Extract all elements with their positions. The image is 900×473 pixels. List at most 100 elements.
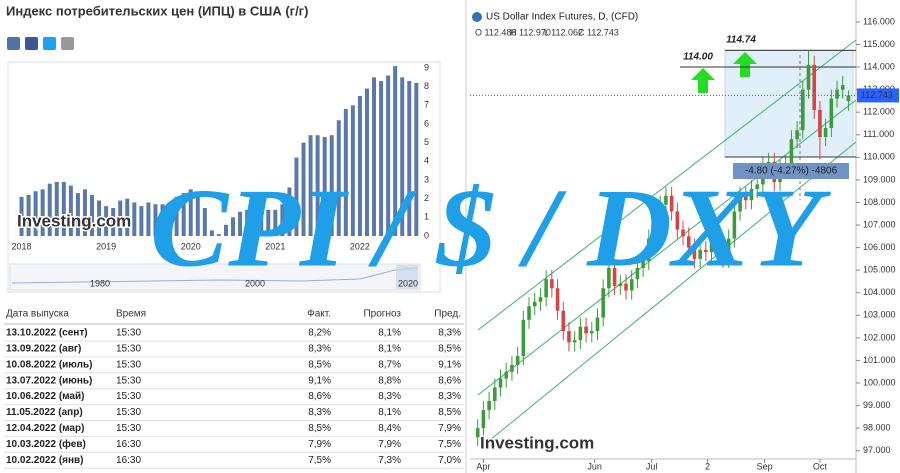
candle-body [823, 127, 828, 138]
y-tick-label: 8 [424, 81, 429, 91]
mail-button[interactable] [61, 37, 74, 50]
bar [372, 77, 377, 236]
watermark: Investing.com [480, 433, 594, 452]
candle-body [635, 267, 640, 280]
candle-body [493, 387, 497, 402]
candle-body [527, 306, 531, 320]
x-tick-label: 2019 [96, 241, 116, 251]
x-tick-label: 2018 [12, 241, 32, 251]
overlay-title: CPI / $ / DXY [150, 167, 831, 291]
bar [33, 191, 38, 236]
table-cell: 10.08.2022 (июль) [6, 359, 92, 370]
y-tick-label: 105.000 [863, 265, 896, 275]
bar [90, 194, 95, 236]
candle-body [607, 267, 611, 289]
candle-body [732, 211, 737, 239]
table-cell: 8,2% [308, 328, 331, 339]
candle-body [612, 267, 617, 286]
table-cell: 15:30 [116, 391, 141, 402]
table-header: Прогноз [363, 309, 401, 320]
candle-body [567, 331, 571, 343]
bar [139, 206, 144, 236]
candle-body [641, 261, 645, 268]
twitter-button[interactable] [43, 37, 56, 50]
candle-body [749, 188, 754, 201]
y-tick-label: 100.000 [863, 377, 896, 387]
x-tick-label: Sep [757, 461, 773, 471]
range-label: -4.80 (-4.27%) -4806 [745, 166, 838, 177]
bar [146, 202, 151, 236]
bar [414, 82, 419, 236]
x-tick-label: 2 [705, 461, 710, 471]
candle-body [795, 130, 799, 140]
candle-body [578, 326, 583, 341]
candle-body [789, 139, 794, 165]
table-cell: 13.07.2022 (июнь) [6, 375, 92, 386]
channel-line [489, 141, 857, 441]
bar [153, 204, 158, 236]
candle-body [532, 301, 537, 307]
table-cell: 15:30 [116, 407, 141, 418]
share-buttons[interactable] [7, 37, 74, 50]
table-cell: 8,1% [378, 344, 401, 355]
candle-body [846, 95, 851, 102]
table-cell: 15:30 [116, 328, 141, 339]
bar [188, 189, 193, 236]
candle-body [806, 64, 811, 90]
table-cell: 8,1% [378, 328, 401, 339]
candle-body [572, 340, 577, 343]
table-cell: 7,9% [308, 439, 331, 450]
facebook-button[interactable] [25, 37, 38, 50]
candle-body [658, 204, 663, 226]
candle-body [589, 331, 594, 334]
candle-body [555, 288, 560, 311]
table-cell: 8,7% [378, 359, 401, 370]
y-tick-label: 2 [424, 193, 429, 203]
last-price-label: 112.743 [861, 90, 893, 100]
candle-body [629, 279, 634, 291]
y-tick-label: 108.000 [863, 197, 896, 207]
candle-body [538, 297, 543, 302]
candle-body [652, 225, 657, 239]
table-cell: 13.09.2022 (авг) [6, 344, 81, 355]
candle-body [704, 249, 708, 253]
candle-body [801, 89, 805, 131]
y-tick-label: 97.000 [863, 445, 891, 455]
table-cell: 15:30 [116, 344, 141, 355]
candle-body [818, 109, 822, 138]
dxy-title: US Dollar Index Futures, D, (CFD) [486, 12, 638, 23]
table-cell: 10.03.2022 (фев) [6, 438, 86, 450]
table-cell: 7,5% [308, 455, 331, 466]
table-cell: 8,6% [438, 375, 461, 386]
table-header: Время [116, 309, 146, 320]
table-cell: 8,5% [438, 344, 461, 355]
up-arrow [733, 52, 757, 77]
vk-button[interactable] [7, 37, 20, 50]
candle-body [481, 410, 486, 429]
y-tick-label: 102.000 [863, 332, 896, 342]
y-tick-label: 9 [424, 62, 429, 72]
table-cell: 8,1% [378, 407, 401, 418]
x-tick-label: Jul [646, 461, 658, 471]
table-cell: 8,3% [378, 391, 401, 402]
candle-body [521, 319, 526, 356]
bar [61, 181, 66, 236]
table-header: Дата выпуска [6, 309, 69, 320]
table-cell: 12.04.2022 (мар) [6, 423, 84, 434]
bar [266, 209, 271, 236]
y-tick-label: 103.000 [863, 310, 896, 320]
navigator-window[interactable] [396, 265, 418, 289]
bar [97, 200, 102, 236]
y-tick-label: 104.000 [863, 287, 896, 297]
table-cell: 8,8% [378, 375, 401, 386]
bar [181, 193, 186, 236]
table-cell: 10.02.2022 (янв) [6, 455, 84, 466]
candle-body [738, 195, 742, 212]
navigator [9, 263, 421, 291]
table-cell: 8,3% [438, 328, 461, 339]
candle-body [812, 64, 817, 110]
table-header: Факт. [307, 309, 331, 320]
bar [47, 183, 52, 236]
